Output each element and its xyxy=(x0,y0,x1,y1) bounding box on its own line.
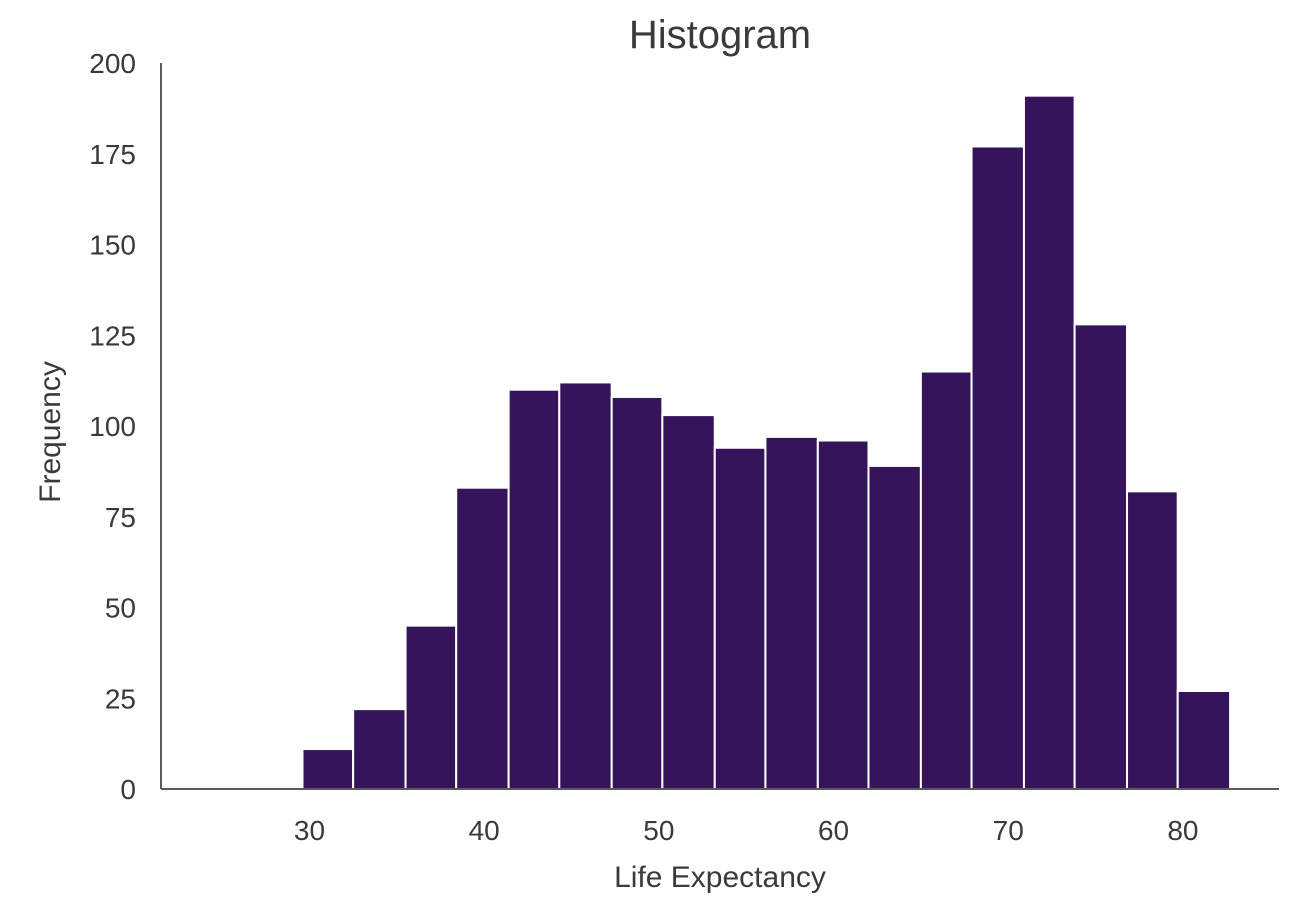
histogram-bar xyxy=(301,748,355,791)
histogram-bar xyxy=(404,624,458,791)
x-tick-labels: 30 40 50 60 70 80 xyxy=(294,815,1199,846)
y-tick-label: 150 xyxy=(89,230,136,261)
histogram-bar xyxy=(1073,323,1129,790)
histogram-bar xyxy=(455,486,510,790)
histogram-bar xyxy=(713,446,767,790)
histogram-bar xyxy=(558,381,613,790)
x-axis-label: Life Expectancy xyxy=(614,861,826,894)
x-tick-label: 40 xyxy=(469,815,500,846)
y-tick-label: 50 xyxy=(105,593,136,624)
histogram-bar xyxy=(970,145,1025,791)
histogram-bar xyxy=(1022,94,1076,791)
y-tick-label: 0 xyxy=(120,774,136,805)
histogram-bar xyxy=(610,395,664,790)
y-tick-label: 175 xyxy=(89,139,136,170)
x-tick-label: 80 xyxy=(1167,815,1198,846)
histogram-bar xyxy=(867,464,922,790)
x-tick-label: 30 xyxy=(294,815,325,846)
chart-title: Histogram xyxy=(629,13,811,57)
histogram-bar xyxy=(919,370,973,790)
x-tick-label: 70 xyxy=(993,815,1024,846)
histogram-bar xyxy=(661,414,716,790)
histogram-bar xyxy=(352,708,407,791)
y-tick-labels: 0 25 50 75 100 125 150 175 200 xyxy=(89,48,136,805)
bars-group xyxy=(301,94,1232,791)
histogram-bar xyxy=(1176,689,1232,790)
histogram-bar xyxy=(1126,490,1179,790)
x-tick-label: 50 xyxy=(643,815,674,846)
histogram-bar xyxy=(507,388,561,790)
y-tick-label: 25 xyxy=(105,683,136,714)
y-axis-label: Frequency xyxy=(34,361,67,503)
y-tick-label: 200 xyxy=(89,48,136,79)
histogram-bar xyxy=(764,435,819,790)
x-tick-label: 60 xyxy=(818,815,849,846)
y-tick-label: 75 xyxy=(105,502,136,533)
y-tick-label: 125 xyxy=(89,320,136,351)
y-tick-label: 100 xyxy=(89,411,136,442)
histogram-bar xyxy=(816,439,870,790)
